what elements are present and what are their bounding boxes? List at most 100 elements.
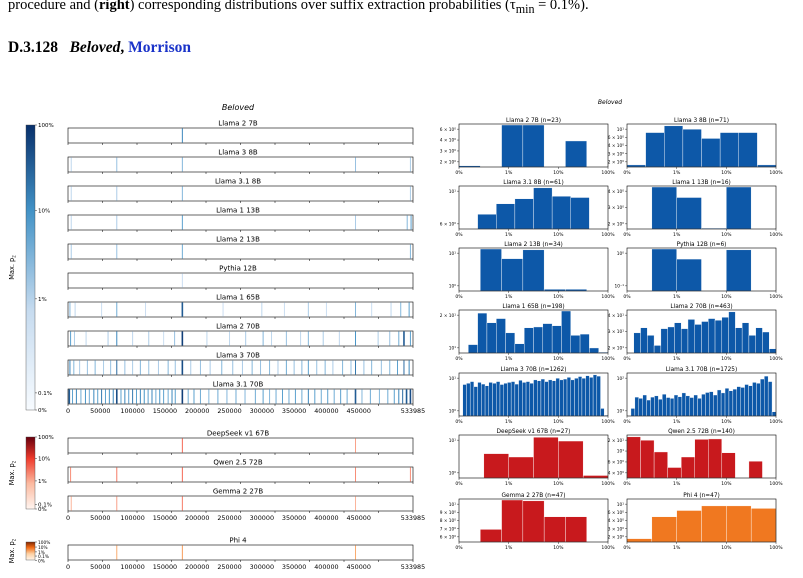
heatmap-row: Llama 2 13B xyxy=(67,236,414,261)
colorbar: 100%10%1%0.1%0% Max. pz xyxy=(8,538,50,564)
histogram-bar xyxy=(728,390,734,417)
author-link[interactable]: Morrison xyxy=(128,39,191,56)
heatmap-row-frame xyxy=(67,330,414,347)
histogram-bar xyxy=(501,499,524,543)
heatmap-row: Llama 3 8B xyxy=(67,149,414,174)
heatmap-mark xyxy=(275,389,277,404)
histogram-bar xyxy=(466,383,471,417)
panel-x-tick-label: 1% xyxy=(505,356,513,362)
histogram-bar xyxy=(503,383,508,417)
histogram-bar xyxy=(551,196,571,230)
histogram-bar xyxy=(633,332,641,354)
heatmap-row-label: Qwen 2.5 72B xyxy=(213,459,262,467)
panel-y-tick-label: 2 × 10⁰ xyxy=(608,159,625,165)
heatmap-mark xyxy=(262,389,264,404)
heatmap-x-tick-label: 533985 xyxy=(401,514,425,522)
caption-suffix: ) corresponding distributions over suffi… xyxy=(129,0,516,13)
histogram-bar xyxy=(589,347,599,354)
histogram-bar xyxy=(736,386,741,417)
heatmap-mark xyxy=(403,331,405,346)
caption-sub: min xyxy=(515,1,535,16)
histogram-bar xyxy=(514,198,534,230)
heatmap-mark xyxy=(70,467,72,482)
histogram-bar xyxy=(548,379,553,417)
histogram-bar xyxy=(578,376,583,417)
heatmap-mark xyxy=(244,389,246,404)
heatmap-mark xyxy=(398,331,400,346)
histogram-bar xyxy=(732,388,737,417)
histogram-bar xyxy=(673,394,679,417)
heatmap-mark xyxy=(355,157,357,172)
heatmap-row-label: Llama 3 70B xyxy=(216,352,260,360)
heatmap-mark xyxy=(181,331,184,346)
section-heading: D.3.128 Beloved, Morrison xyxy=(8,39,191,57)
heatmap-mark xyxy=(73,331,75,346)
panel-y-tick-label: 9 × 10⁰ xyxy=(440,510,457,516)
colorbar-tick-label: 0% xyxy=(38,507,47,513)
histogram-bar xyxy=(674,322,682,354)
histogram-bar xyxy=(755,327,763,354)
histogram-bar xyxy=(762,331,770,354)
heatmap-x-tick-label: 200000 xyxy=(185,514,209,522)
histogram-bar xyxy=(708,318,716,354)
heatmap-mark xyxy=(355,496,357,511)
panel-y-tick-label: 6 × 10⁰ xyxy=(440,221,457,227)
panel-title: Qwen 2.5 72B (n=140) xyxy=(668,429,735,435)
heatmap-mark xyxy=(181,360,184,375)
heatmap-mark xyxy=(107,331,109,346)
histogram-bar xyxy=(563,378,568,417)
histogram-bar xyxy=(650,396,655,417)
heatmap-x-tick-label: 450000 xyxy=(347,407,371,415)
panel-y-tick-label: 10⁰ xyxy=(617,251,624,257)
panel-frame xyxy=(458,372,609,417)
panel-title: Gemma 2 27B (n=47) xyxy=(502,493,566,499)
heatmap-mark xyxy=(282,389,284,404)
heatmap-mark xyxy=(320,389,322,404)
histogram-bar xyxy=(721,452,736,479)
histogram-bar xyxy=(689,397,694,417)
histogram-bar xyxy=(499,384,504,417)
heatmap-row: DeepSeek v1 67B xyxy=(67,430,414,455)
panel-y-tick-label: 10⁰ xyxy=(449,408,456,414)
heatmap-mark xyxy=(139,360,141,375)
heatmap-mark xyxy=(181,467,183,482)
panel-x-tick-label: 100% xyxy=(601,356,615,362)
histogram-bar xyxy=(559,379,564,417)
heatmap-row: Pythia 12B xyxy=(67,265,414,290)
heatmap-row-frame xyxy=(67,214,414,231)
panel-x-tick-label: 10% xyxy=(553,170,564,176)
histogram-bar xyxy=(640,440,655,479)
heatmap-mark xyxy=(294,389,296,404)
panel-x-tick-label: 100% xyxy=(769,170,783,176)
panel-x-tick-label: 10% xyxy=(553,481,564,487)
heatmap-mark xyxy=(94,360,96,375)
panel-x-tick-label: 1% xyxy=(505,481,513,487)
heatmap-mark xyxy=(181,496,183,511)
panel-y-tick-label: 3 × 10⁰ xyxy=(440,149,457,155)
panel-frame xyxy=(458,123,609,168)
heatmap-mark xyxy=(346,389,348,404)
histogram-bar xyxy=(728,311,736,354)
histogram-bar xyxy=(570,335,581,354)
histogram-bar xyxy=(514,343,525,354)
heatmap-mark xyxy=(93,389,95,404)
heatmap-row-frame xyxy=(67,466,414,483)
colorbar-tick-label: 10% xyxy=(38,457,50,463)
histogram-bar xyxy=(483,453,509,479)
panel-y-tick-label: 2 × 10⁰ xyxy=(608,221,625,227)
histogram-bar xyxy=(681,392,687,417)
heatmap-x-tick-label: 250000 xyxy=(217,563,241,571)
heatmap-x-tick-label: 0 xyxy=(66,407,70,415)
histogram-panel: Llama 3 70B (n=1262) 10¹ 10⁰ 0% 1% 10% 100% xyxy=(449,367,615,425)
heatmap-x-tick-label: 400000 xyxy=(314,514,338,522)
heatmap-mark xyxy=(307,360,309,375)
histogram-panel: Llama 2 70B (n=463) 4 × 10¹ 3 × 10¹ 2 × 10¹… xyxy=(608,304,783,362)
panel-x-tick-label: 1% xyxy=(673,545,681,551)
heatmap-mark xyxy=(70,186,72,201)
book-title: Beloved xyxy=(69,39,121,56)
panel-y-tick-label: 10¹ xyxy=(449,438,456,444)
heatmap-mark xyxy=(301,360,303,375)
heatmap-mark xyxy=(410,215,412,230)
heatmap-row-frame xyxy=(67,301,414,318)
heatmap-mark xyxy=(97,389,99,404)
